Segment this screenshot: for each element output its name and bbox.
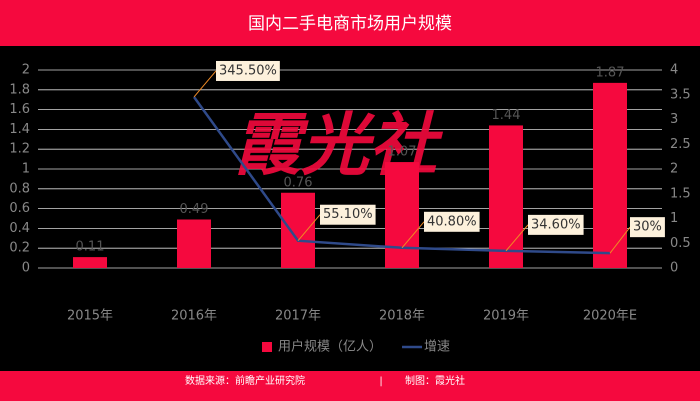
bar-value-label: 0.76 — [284, 175, 313, 190]
y-tick-label: 2 — [22, 63, 30, 78]
legend-swatch — [262, 342, 272, 352]
y-tick-label: 1 — [22, 162, 30, 177]
bar — [281, 192, 315, 268]
y-tick-label: 0.8 — [9, 181, 30, 196]
chart-title: 国内二手电商市场用户规模 — [248, 14, 452, 34]
footer-credit: 制图：霞光社 — [405, 374, 465, 387]
bar-value-label: 1.87 — [596, 65, 625, 80]
y2-tick-label: 2.5 — [670, 137, 691, 152]
bar-value-label: 0.49 — [180, 202, 209, 217]
line-value-label: 34.60% — [531, 217, 581, 232]
y-tick-label: 0.6 — [9, 201, 30, 216]
footer-band — [0, 371, 700, 401]
line-value-label: 40.80% — [427, 214, 477, 229]
y2-tick-label: 4 — [670, 63, 678, 78]
y2-tick-label: 0 — [670, 261, 678, 276]
x-tick-label: 2017年 — [275, 309, 321, 324]
line-value-label: 345.50% — [219, 63, 277, 78]
y2-tick-label: 3.5 — [670, 87, 691, 102]
value-label-bg — [424, 211, 480, 232]
value-label-bg — [528, 214, 584, 235]
value-label-bg — [216, 60, 280, 81]
bar — [73, 257, 107, 268]
header-band — [0, 0, 700, 46]
y-tick-label: 1.4 — [9, 122, 30, 137]
y-tick-label: 0 — [22, 261, 30, 276]
value-label-bg — [630, 217, 665, 238]
bar — [593, 82, 627, 269]
y-tick-label: 0.4 — [9, 221, 30, 236]
y-tick-label: 1.6 — [9, 102, 30, 117]
bar — [177, 219, 211, 268]
x-tick-label: 2015年 — [67, 309, 113, 324]
leader-line — [609, 226, 631, 254]
footer-source: 数据来源：前瞻产业研究院 — [185, 374, 305, 387]
leader-line — [505, 224, 529, 252]
y2-tick-label: 0.5 — [670, 236, 691, 251]
bar — [385, 162, 419, 268]
y-tick-label: 1.8 — [9, 82, 30, 97]
y-tick-label: 0.2 — [9, 241, 30, 256]
line-value-label: 30% — [633, 220, 662, 235]
bar-value-label: 0.11 — [76, 240, 105, 255]
y2-tick-label: 2 — [670, 162, 678, 177]
y2-tick-label: 1 — [670, 211, 678, 226]
x-tick-label: 2019年 — [483, 309, 529, 324]
legend-label: 用户规模（亿人） — [278, 339, 382, 355]
bar-value-label: 1.44 — [492, 108, 521, 123]
leader-line — [193, 70, 217, 98]
y-tick-label: 1.2 — [9, 142, 30, 157]
footer-separator: | — [379, 376, 382, 387]
x-tick-label: 2016年 — [171, 309, 217, 324]
line-value-label: 55.10% — [323, 207, 373, 222]
y2-tick-label: 1.5 — [670, 186, 691, 201]
leader-line — [297, 214, 321, 242]
y2-tick-label: 3 — [670, 112, 678, 127]
bar-value-label: 1.07 — [388, 145, 417, 160]
leader-line — [401, 221, 425, 249]
value-label-bg — [320, 204, 376, 225]
x-tick-label: 2018年 — [379, 309, 425, 324]
legend-label: 增速 — [424, 340, 450, 355]
bar — [489, 125, 523, 268]
x-tick-label: 2020年E — [583, 309, 637, 324]
